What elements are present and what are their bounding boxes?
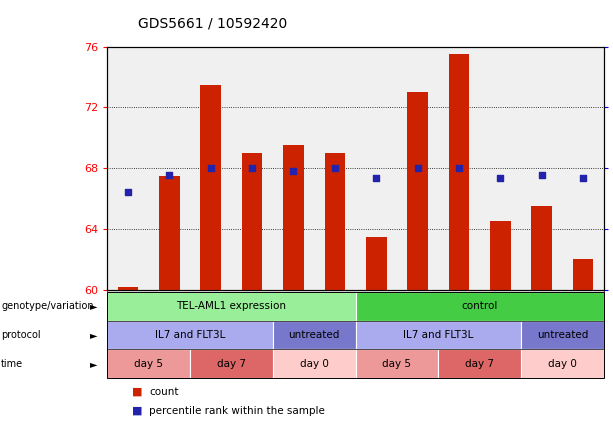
- Text: day 0: day 0: [300, 359, 329, 369]
- Text: ►: ►: [90, 359, 97, 369]
- Point: [537, 172, 547, 179]
- Text: GDS5661 / 10592420: GDS5661 / 10592420: [138, 17, 287, 31]
- Text: untreated: untreated: [537, 330, 588, 340]
- Point: [413, 165, 422, 172]
- Text: day 5: day 5: [383, 359, 411, 369]
- Text: protocol: protocol: [1, 330, 41, 340]
- Bar: [324, 153, 345, 290]
- Text: genotype/variation: genotype/variation: [1, 301, 94, 311]
- Bar: [490, 221, 511, 290]
- Text: ■: ■: [132, 387, 142, 397]
- Text: untreated: untreated: [289, 330, 340, 340]
- Text: ►: ►: [90, 330, 97, 340]
- Text: day 5: day 5: [134, 359, 163, 369]
- Bar: [118, 287, 139, 290]
- Text: TEL-AML1 expression: TEL-AML1 expression: [177, 301, 286, 311]
- Bar: [449, 54, 470, 290]
- Text: percentile rank within the sample: percentile rank within the sample: [149, 406, 325, 416]
- Text: control: control: [462, 301, 498, 311]
- Bar: [531, 206, 552, 290]
- Text: ■: ■: [132, 406, 142, 416]
- Point: [247, 165, 257, 172]
- Text: day 7: day 7: [465, 359, 494, 369]
- Bar: [366, 236, 387, 290]
- Point: [578, 175, 588, 181]
- Point: [330, 165, 340, 172]
- Bar: [283, 146, 304, 290]
- Point: [371, 175, 381, 181]
- Point: [206, 165, 216, 172]
- Text: day 7: day 7: [217, 359, 246, 369]
- Bar: [407, 92, 428, 290]
- Text: IL7 and FLT3L: IL7 and FLT3L: [155, 330, 225, 340]
- Text: day 0: day 0: [548, 359, 577, 369]
- Point: [289, 167, 299, 174]
- Point: [454, 165, 464, 172]
- Bar: [242, 153, 262, 290]
- Point: [123, 189, 133, 196]
- Bar: [159, 176, 180, 290]
- Text: count: count: [149, 387, 178, 397]
- Text: IL7 and FLT3L: IL7 and FLT3L: [403, 330, 473, 340]
- Bar: [573, 259, 593, 290]
- Point: [495, 175, 505, 181]
- Point: [164, 172, 174, 179]
- Bar: [200, 85, 221, 290]
- Text: ►: ►: [90, 301, 97, 311]
- Text: time: time: [1, 359, 23, 369]
